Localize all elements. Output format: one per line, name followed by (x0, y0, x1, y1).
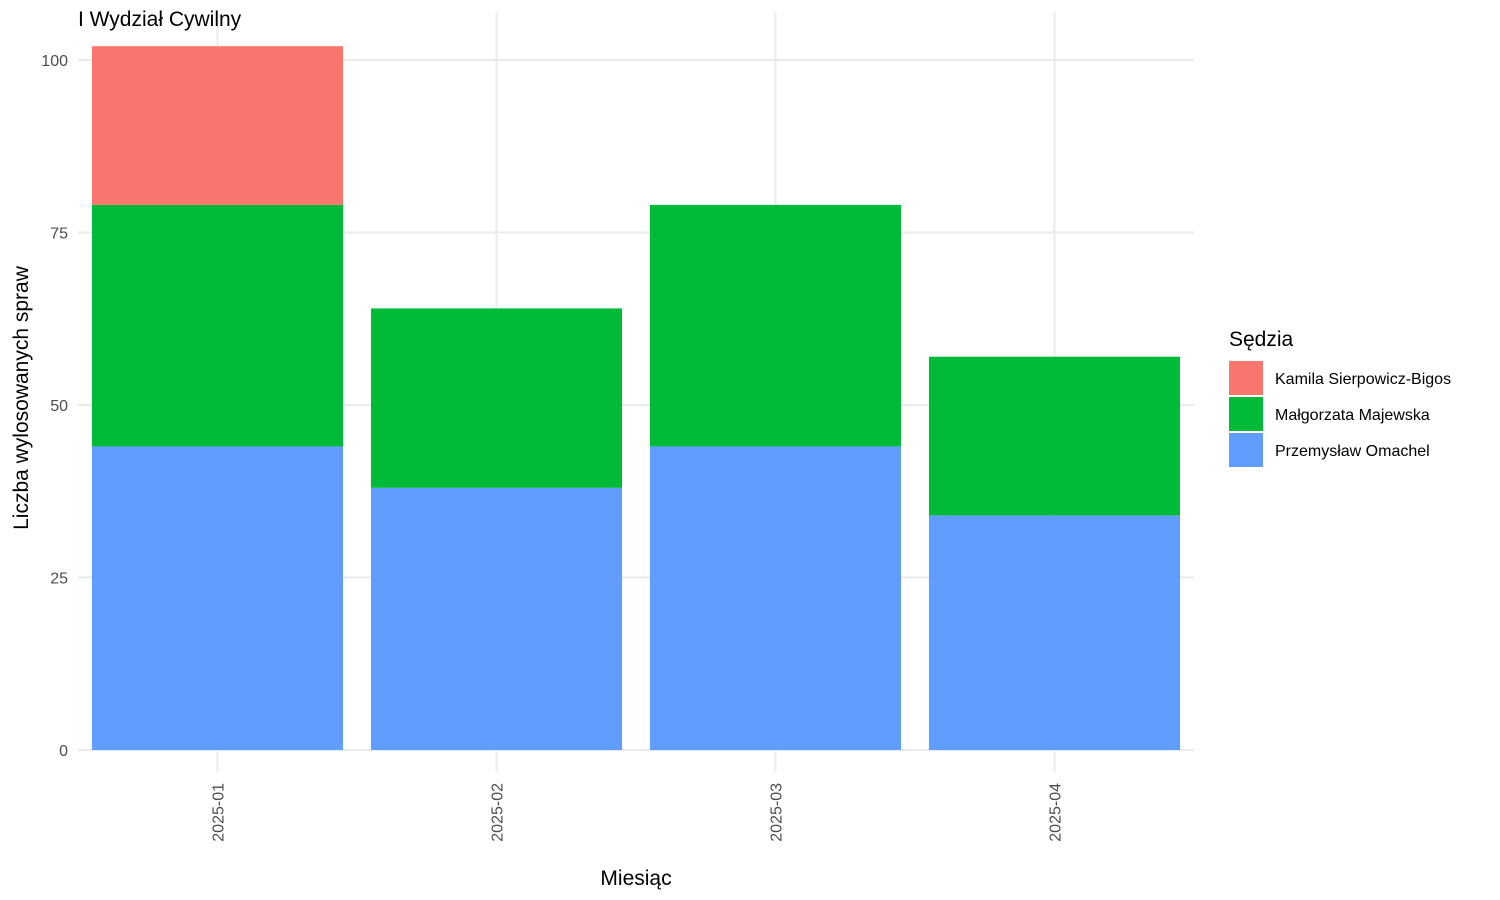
legend-title: Sędzia (1229, 328, 1294, 351)
legend-label: Kamila Sierpowicz-Bigos (1275, 371, 1451, 388)
bar-segment (370, 487, 623, 750)
y-tick-label: 25 (50, 571, 68, 588)
y-axis-tick-labels: 0 25 50 75 100 (41, 53, 68, 760)
x-axis-title: Miesiąc (600, 867, 671, 890)
chart-title: I Wydział Cywilny (78, 8, 242, 31)
bar-segment (91, 446, 344, 750)
legend-label: Przemysław Omachel (1275, 443, 1430, 460)
bar-segment (649, 204, 902, 447)
legend: Sędzia Kamila Sierpowicz-Bigos Małgorzata… (1229, 328, 1451, 467)
bar-segment (928, 515, 1181, 750)
legend-swatch (1229, 433, 1263, 467)
y-tick-label: 75 (50, 226, 68, 243)
legend-swatch (1229, 361, 1263, 395)
legend-items: Kamila Sierpowicz-Bigos Małgorzata Majews… (1229, 361, 1451, 467)
x-tick-label: 2025-04 (1048, 783, 1065, 842)
y-axis-title: Liczba wylosowanych spraw (10, 265, 33, 530)
bar-segment (649, 446, 902, 750)
legend-label: Małgorzata Majewska (1275, 407, 1430, 424)
y-tick-label: 50 (50, 398, 68, 415)
x-tick-label: 2025-02 (490, 783, 507, 842)
x-axis-tick-labels: 2025-01 2025-02 2025-03 2025-04 (211, 783, 1065, 842)
bar-segment (370, 308, 623, 488)
x-tick-label: 2025-03 (769, 783, 786, 842)
bar-segment (928, 356, 1181, 516)
legend-swatch (1229, 397, 1263, 431)
x-tick-label: 2025-01 (211, 783, 228, 842)
y-tick-label: 100 (41, 53, 68, 70)
bar-segment (91, 204, 344, 447)
bar-segment (91, 46, 344, 205)
bars-group (91, 46, 1181, 750)
y-tick-label: 0 (59, 743, 68, 760)
